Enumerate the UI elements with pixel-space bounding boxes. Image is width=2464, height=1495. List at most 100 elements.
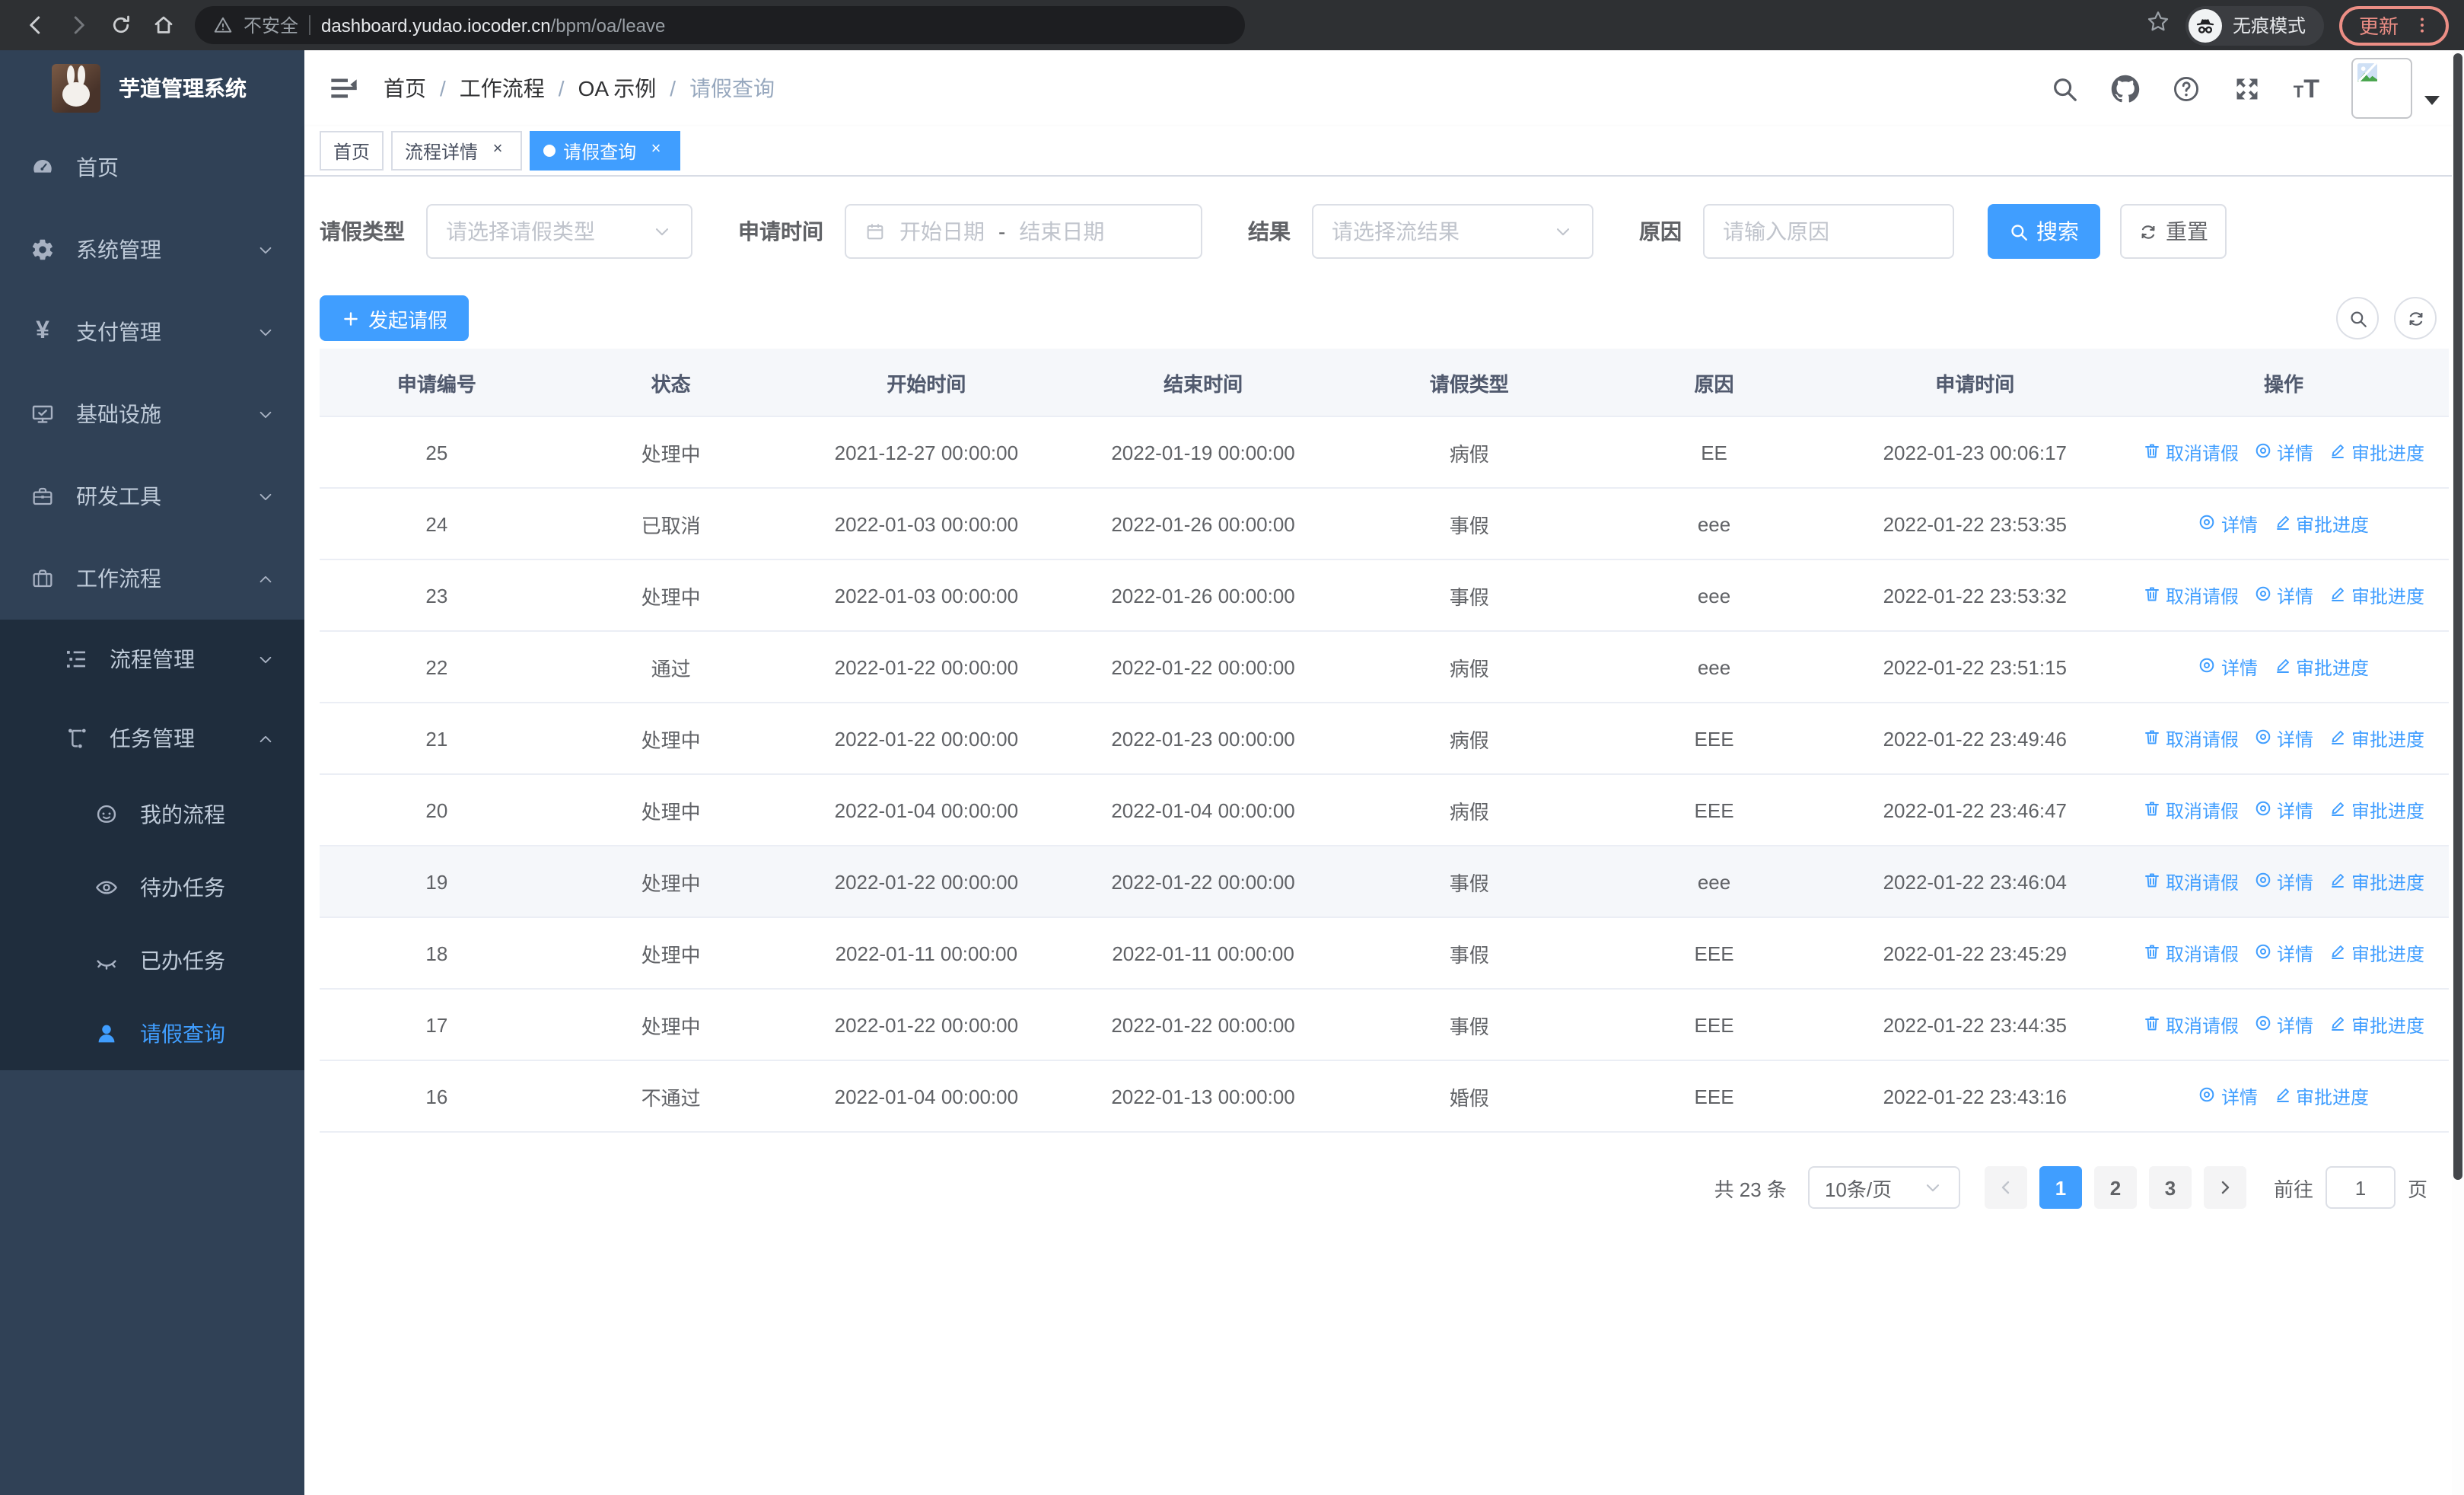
page-size-select[interactable]: 10条/页 (1807, 1166, 1960, 1209)
action-progress[interactable]: 审批进度 (2329, 869, 2424, 894)
action-cancel-leave[interactable]: 取消请假 (2143, 797, 2239, 823)
sidebar-item-system[interactable]: 系统管理 (0, 209, 304, 291)
action-detail[interactable]: 详情 (2198, 511, 2258, 537)
cell-start-time: 2022-01-22 00:00:00 (834, 727, 1019, 750)
search-button[interactable]: 搜索 (1988, 204, 2100, 259)
page-button-3[interactable]: 3 (2148, 1166, 2192, 1209)
update-button[interactable]: 更新 (2338, 5, 2449, 45)
goto-page-input[interactable]: 1 (2325, 1166, 2396, 1209)
action-cancel-leave[interactable]: 取消请假 (2143, 439, 2239, 465)
action-detail[interactable]: 详情 (2254, 1012, 2313, 1038)
prev-page-button[interactable] (1984, 1166, 2027, 1209)
tab-leave-query[interactable]: 请假查询 × (530, 131, 681, 171)
app-logo[interactable]: 芋道管理系统 (0, 50, 304, 126)
action-progress[interactable]: 审批进度 (2273, 511, 2369, 537)
cell-apply-time: 2022-01-23 00:06:17 (1883, 441, 2067, 464)
bookmark-star-icon[interactable] (2146, 9, 2170, 41)
cell-start-time: 2022-01-03 00:00:00 (834, 512, 1019, 535)
fullscreen-icon[interactable] (2233, 74, 2262, 103)
action-detail[interactable]: 详情 (2254, 797, 2313, 823)
action-detail[interactable]: 详情 (2254, 725, 2313, 751)
action-progress[interactable]: 审批进度 (2329, 797, 2424, 823)
github-icon[interactable] (2111, 74, 2140, 103)
user-menu[interactable] (2351, 58, 2440, 119)
back-icon[interactable] (15, 5, 55, 45)
sidebar-item-todo-task[interactable]: 待办任务 (0, 851, 304, 924)
action-cancel-leave[interactable]: 取消请假 (2143, 869, 2239, 894)
action-cancel-leave[interactable]: 取消请假 (2143, 725, 2239, 751)
action-cancel-leave[interactable]: 取消请假 (2143, 940, 2239, 966)
toggle-search-button[interactable] (2336, 297, 2379, 339)
action-detail[interactable]: 详情 (2254, 869, 2313, 894)
close-icon[interactable]: × (651, 140, 661, 158)
help-icon[interactable] (2172, 74, 2201, 103)
sidebar-item-devtools[interactable]: 研发工具 (0, 455, 304, 537)
leave-type-select[interactable]: 请选择请假类型 (426, 204, 692, 259)
action-detail[interactable]: 详情 (2254, 582, 2313, 608)
url-text[interactable]: dashboard.yudao.iocoder.cn/bpm/oa/leave (321, 14, 666, 36)
cell-actions: 详情 审批进度 (2119, 511, 2449, 537)
sidebar-item-my-process[interactable]: 我的流程 (0, 778, 304, 851)
sidebar-item-leave-query[interactable]: 请假查询 (0, 997, 304, 1070)
action-progress[interactable]: 审批进度 (2329, 725, 2424, 751)
breadcrumb-item[interactable]: 工作流程 (459, 76, 545, 100)
hamburger-icon[interactable] (329, 73, 359, 104)
cell-end-time: 2022-01-22 00:00:00 (1111, 1013, 1295, 1036)
refresh-icon (2141, 225, 2155, 238)
tab-process-detail[interactable]: 流程详情 × (391, 131, 523, 171)
reason-placeholder: 请输入原因 (1723, 219, 1829, 244)
page-button-2[interactable]: 2 (2093, 1166, 2137, 1209)
table-body: 25 处理中 2021-12-27 00:00:00 2022-01-19 00:00… (320, 417, 2449, 1133)
sidebar-item-payment[interactable]: ¥ 支付管理 (0, 291, 304, 373)
page-size-value: 10条/页 (1824, 1178, 1893, 1200)
action-cancel-leave[interactable]: 取消请假 (2143, 1012, 2239, 1038)
action-detail[interactable]: 详情 (2198, 654, 2258, 680)
close-icon[interactable]: × (492, 140, 503, 158)
breadcrumb-item[interactable]: 首页 (384, 76, 426, 100)
home-icon[interactable] (143, 5, 183, 45)
action-progress[interactable]: 审批进度 (2329, 582, 2424, 608)
action-label: 详情 (2220, 514, 2258, 535)
cell-end-time: 2022-01-26 00:00:00 (1111, 584, 1295, 607)
next-page-button[interactable] (2203, 1166, 2246, 1209)
tab-home[interactable]: 首页 (320, 131, 384, 171)
view-icon (2254, 942, 2272, 964)
caret-down-icon (2424, 96, 2440, 105)
action-progress[interactable]: 审批进度 (2329, 1012, 2424, 1038)
sidebar-item-process-mgmt[interactable]: 流程管理 (0, 620, 304, 699)
sidebar-item-home[interactable]: 首页 (0, 126, 304, 209)
trash-icon (2143, 799, 2161, 821)
search-icon[interactable] (2050, 74, 2079, 103)
sidebar-item-done-task[interactable]: 已办任务 (0, 924, 304, 997)
sidebar-item-infra[interactable]: 基础设施 (0, 373, 304, 455)
create-leave-button[interactable]: 发起请假 (320, 295, 470, 341)
action-detail[interactable]: 详情 (2198, 1083, 2258, 1109)
page-button-1[interactable]: 1 (2039, 1166, 2082, 1209)
refresh-table-button[interactable] (2394, 297, 2437, 339)
cell-end-time: 2022-01-23 00:00:00 (1111, 727, 1295, 750)
sidebar-item-workflow[interactable]: 工作流程 (0, 537, 304, 620)
breadcrumb-item[interactable]: OA 示例 (578, 76, 657, 100)
scrollbar-thumb[interactable] (2453, 53, 2462, 1180)
security-label[interactable]: 不安全 (244, 15, 299, 37)
cell-actions: 取消请假 详情 审批进度 (2119, 725, 2449, 751)
action-progress[interactable]: 审批进度 (2329, 940, 2424, 966)
reason-input[interactable]: 请输入原因 (1703, 204, 1954, 259)
result-select[interactable]: 请选择流结果 (1312, 204, 1593, 259)
reset-button[interactable]: 重置 (2120, 204, 2227, 259)
action-progress[interactable]: 审批进度 (2273, 654, 2369, 680)
action-progress[interactable]: 审批进度 (2273, 1083, 2369, 1109)
address-bar[interactable]: 不安全 dashboard.yudao.iocoder.cn/bpm/oa/le… (195, 6, 1245, 44)
forward-icon[interactable] (58, 5, 97, 45)
action-detail[interactable]: 详情 (2254, 439, 2313, 465)
apply-time-range-picker[interactable]: 开始日期 - 结束日期 (845, 204, 1202, 259)
action-detail[interactable]: 详情 (2254, 940, 2313, 966)
action-links: 取消请假 详情 审批进度 (2119, 582, 2449, 608)
action-cancel-leave[interactable]: 取消请假 (2143, 582, 2239, 608)
action-links: 取消请假 详情 审批进度 (2119, 1012, 2449, 1038)
action-progress[interactable]: 审批进度 (2329, 439, 2424, 465)
reload-icon[interactable] (100, 5, 140, 45)
sidebar-item-task-mgmt[interactable]: 任务管理 (0, 699, 304, 778)
browser-menu-icon[interactable] (2412, 15, 2432, 35)
